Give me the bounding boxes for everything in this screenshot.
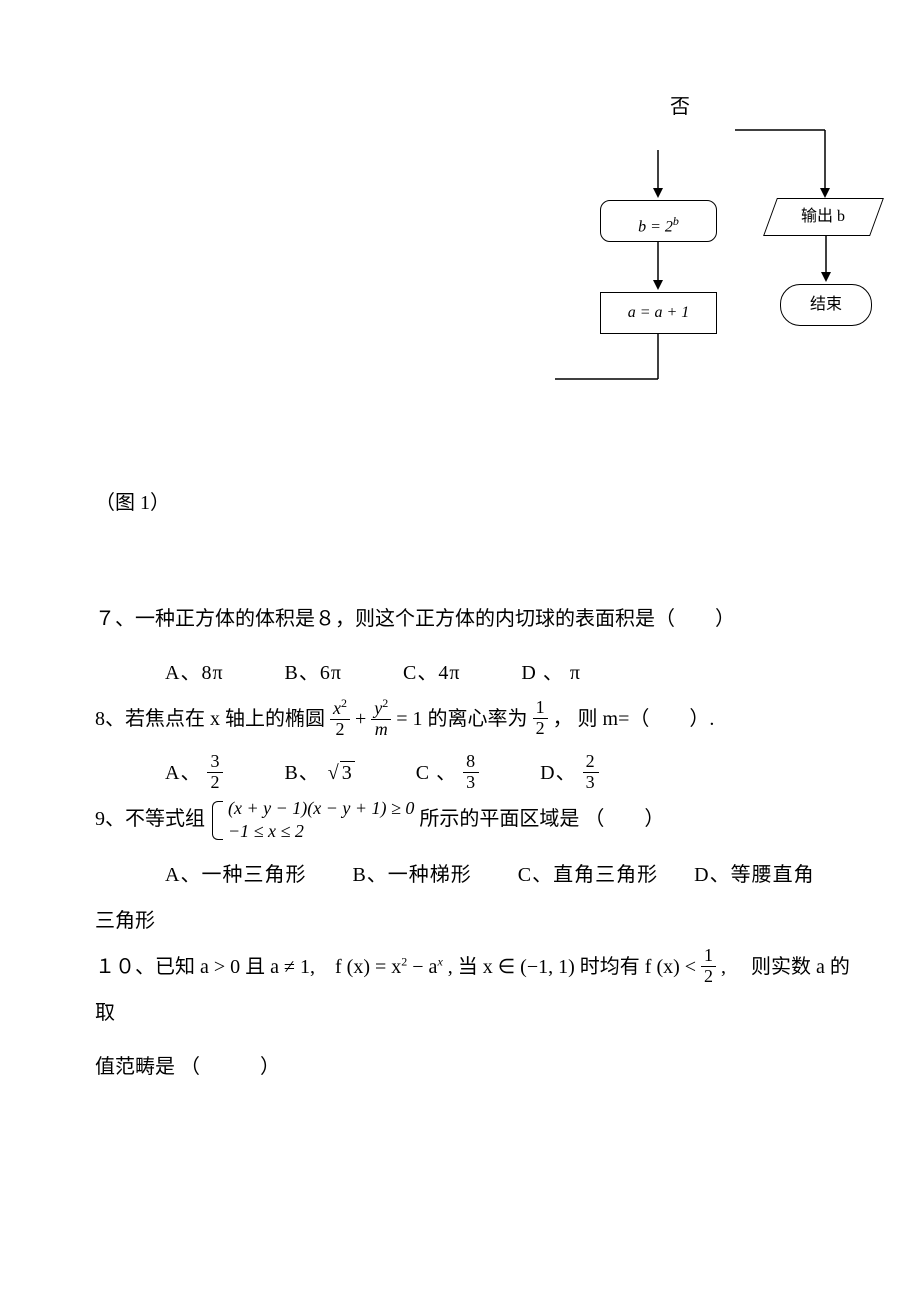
arrow-down-3 (816, 236, 836, 286)
frac-half-1: 1 2 (533, 698, 548, 739)
q9-options: A、一种三角形 B、一种梯形 C、直角三角形 D、等腰直角 (95, 852, 855, 898)
q9-opt-a: A、一种三角形 (165, 852, 306, 898)
question-8: 8、若焦点在 x 轴上的椭圆 x2 2 + y2 m = 1 的离心率为 1 2… (95, 696, 855, 742)
q8-options: A、 32 B、 3 C 、 83 D、 23 (95, 750, 855, 796)
q7-opt-c: C、4π (403, 650, 460, 696)
q8-opt-d: D、 23 (540, 750, 598, 796)
q7-opt-b: B、6π (285, 650, 342, 696)
q10-tail: 值范畴是 （ ） (95, 1044, 855, 1090)
no-label: 否 (670, 90, 690, 119)
process-a: a = a + 1 (600, 292, 717, 334)
q9-opt-b: B、一种梯形 (352, 852, 471, 898)
arrow-down-1 (648, 150, 668, 200)
q7-options: A、8π B、6π C、4π D 、 π (95, 650, 855, 696)
terminator-end: 结束 (780, 284, 872, 326)
process-b: b = 2b (600, 200, 717, 242)
question-7: ７、一种正方体的体积是８，则这个正方体的内切球的表面积是（ ） (95, 596, 855, 642)
q9-opt-c: C、直角三角形 (518, 852, 658, 898)
q9-tail: 三角形 (95, 898, 855, 944)
question-9: 9、不等式组 (x + y − 1)(x − y + 1) ≥ 0 −1 ≤ x… (95, 796, 855, 844)
q8-opt-c: C 、 83 (416, 750, 479, 796)
output-box: 输出 b (763, 198, 884, 236)
flowchart: 否 b = 2b a = a + 1 输出 b 结束 (530, 90, 890, 410)
q9-system: (x + y − 1)(x − y + 1) ≥ 0 −1 ≤ x ≤ 2 (210, 797, 414, 844)
arrow-right-branch (735, 120, 855, 210)
figure-label: （图 1） (95, 480, 855, 526)
q8-opt-a: A、 32 (165, 750, 223, 796)
content-body: （图 1） ７、一种正方体的体积是８，则这个正方体的内切球的表面积是（ ） A、… (95, 480, 855, 1090)
q8-opt-b: B、 3 (284, 750, 354, 796)
question-10: １０、已知 a > 0 且 a ≠ 1, f (x) = x2 − ax , 当… (95, 944, 855, 1036)
line-out (555, 334, 665, 394)
arrow-down-2 (648, 242, 668, 292)
frac-x2-2: x2 2 (330, 697, 350, 740)
q7-opt-d: D 、 π (521, 650, 581, 696)
q7-opt-a: A、8π (165, 650, 224, 696)
frac-y2-m: y2 m (371, 697, 391, 740)
frac-half-2: 1 2 (701, 946, 716, 987)
q9-opt-d: D、等腰直角 (694, 852, 814, 898)
